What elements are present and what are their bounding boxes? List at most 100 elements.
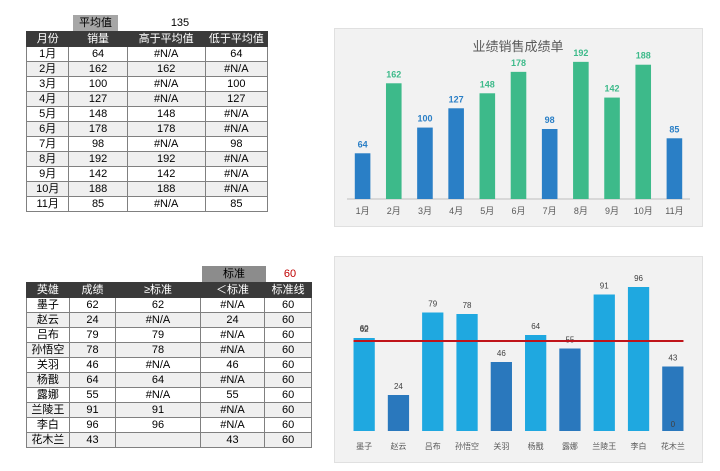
- table-cell[interactable]: 9月: [25, 166, 70, 182]
- table-cell[interactable]: 60: [264, 432, 312, 448]
- table-cell[interactable]: 64: [115, 372, 201, 388]
- avg-label-cell[interactable]: 平均值: [73, 15, 118, 31]
- table-cell[interactable]: 162: [126, 61, 206, 77]
- table-cell[interactable]: 96: [115, 417, 201, 433]
- table-cell[interactable]: 11月: [25, 196, 70, 212]
- table-cell[interactable]: 60: [264, 327, 312, 343]
- score-chart-panel[interactable]: 62墨子24赵云79吕布78孙悟空46关羽64杨戬55露娜91兰陵王96李白43…: [334, 256, 703, 463]
- table-cell[interactable]: [115, 432, 201, 448]
- table-cell[interactable]: 露娜: [26, 387, 70, 403]
- table-cell[interactable]: 98: [204, 136, 269, 152]
- table-cell[interactable]: 100: [204, 76, 269, 92]
- table-cell[interactable]: 178: [68, 121, 128, 137]
- table-cell[interactable]: 6月: [25, 121, 70, 137]
- column-header[interactable]: 月份: [25, 31, 70, 47]
- table-cell[interactable]: 3月: [25, 76, 70, 92]
- table-cell[interactable]: #N/A: [204, 106, 269, 122]
- table-cell[interactable]: 100: [68, 76, 128, 92]
- table-cell[interactable]: 142: [68, 166, 128, 182]
- table-cell[interactable]: 162: [68, 61, 128, 77]
- table-cell[interactable]: #N/A: [204, 151, 269, 167]
- std-label-cell[interactable]: 标准: [202, 266, 266, 282]
- table-cell[interactable]: 10月: [25, 181, 70, 197]
- column-header[interactable]: 标准线: [264, 282, 312, 298]
- column-header[interactable]: ＜标准: [199, 282, 266, 298]
- table-cell[interactable]: 60: [264, 297, 312, 313]
- table-cell[interactable]: 李白: [26, 417, 70, 433]
- table-cell[interactable]: #N/A: [126, 91, 206, 107]
- table-cell[interactable]: 64: [68, 46, 128, 62]
- table-cell[interactable]: #N/A: [115, 357, 201, 373]
- table-cell[interactable]: 墨子: [26, 297, 70, 313]
- table-cell[interactable]: 60: [264, 312, 312, 328]
- table-cell[interactable]: 148: [126, 106, 206, 122]
- table-cell[interactable]: 64: [204, 46, 269, 62]
- table-cell[interactable]: 85: [68, 196, 128, 212]
- table-cell[interactable]: 24: [68, 312, 117, 328]
- table-cell[interactable]: #N/A: [204, 166, 269, 182]
- table-cell[interactable]: 85: [204, 196, 269, 212]
- column-header[interactable]: 低于平均值: [204, 31, 269, 47]
- table-cell[interactable]: #N/A: [199, 417, 266, 433]
- table-cell[interactable]: 188: [126, 181, 206, 197]
- table-cell[interactable]: 127: [204, 91, 269, 107]
- table-cell[interactable]: 花木兰: [26, 432, 70, 448]
- table-cell[interactable]: 188: [68, 181, 128, 197]
- table-cell[interactable]: #N/A: [199, 402, 266, 418]
- column-header[interactable]: 成绩: [68, 282, 117, 298]
- table-cell[interactable]: 5月: [25, 106, 70, 122]
- table-cell[interactable]: 8月: [25, 151, 70, 167]
- table-cell[interactable]: #N/A: [204, 121, 269, 137]
- table-cell[interactable]: 7月: [25, 136, 70, 152]
- std-value-cell[interactable]: 60: [283, 268, 297, 280]
- table-cell[interactable]: #N/A: [126, 76, 206, 92]
- table-cell[interactable]: 60: [264, 357, 312, 373]
- column-header[interactable]: ≥标准: [115, 282, 201, 298]
- table-cell[interactable]: 43: [68, 432, 117, 448]
- table-cell[interactable]: 60: [264, 372, 312, 388]
- table-cell[interactable]: 79: [68, 327, 117, 343]
- table-cell[interactable]: 55: [68, 387, 117, 403]
- table-cell[interactable]: 78: [115, 342, 201, 358]
- table-cell[interactable]: #N/A: [115, 387, 201, 403]
- table-cell[interactable]: 96: [68, 417, 117, 433]
- table-cell[interactable]: #N/A: [115, 312, 201, 328]
- table-cell[interactable]: 24: [199, 312, 266, 328]
- table-cell[interactable]: 1月: [25, 46, 70, 62]
- table-cell[interactable]: 60: [264, 417, 312, 433]
- avg-value-cell[interactable]: 135: [170, 17, 190, 29]
- table-cell[interactable]: 46: [68, 357, 117, 373]
- table-cell[interactable]: 192: [68, 151, 128, 167]
- table-cell[interactable]: #N/A: [126, 46, 206, 62]
- table-cell[interactable]: 64: [68, 372, 117, 388]
- table-cell[interactable]: #N/A: [199, 372, 266, 388]
- table-cell[interactable]: 关羽: [26, 357, 70, 373]
- table-cell[interactable]: 杨戬: [26, 372, 70, 388]
- table-cell[interactable]: #N/A: [204, 181, 269, 197]
- table-cell[interactable]: 192: [126, 151, 206, 167]
- table-cell[interactable]: #N/A: [204, 61, 269, 77]
- table-cell[interactable]: 43: [199, 432, 266, 448]
- table-cell[interactable]: 55: [199, 387, 266, 403]
- table-cell[interactable]: 62: [115, 297, 201, 313]
- table-cell[interactable]: 142: [126, 166, 206, 182]
- table-cell[interactable]: 91: [115, 402, 201, 418]
- table-cell[interactable]: #N/A: [126, 136, 206, 152]
- table-cell[interactable]: 178: [126, 121, 206, 137]
- table-cell[interactable]: #N/A: [126, 196, 206, 212]
- table-cell[interactable]: 4月: [25, 91, 70, 107]
- table-cell[interactable]: 62: [68, 297, 117, 313]
- table-cell[interactable]: 79: [115, 327, 201, 343]
- table-cell[interactable]: #N/A: [199, 327, 266, 343]
- sales-chart-panel[interactable]: 业绩销售成绩单 64 1月 162 2月 100 3月 127 4月 148 5月 178 6月 98 7月…: [334, 28, 703, 227]
- column-header[interactable]: 销量: [68, 31, 128, 47]
- table-cell[interactable]: 吕布: [26, 327, 70, 343]
- table-cell[interactable]: #N/A: [199, 342, 266, 358]
- table-cell[interactable]: 60: [264, 387, 312, 403]
- table-cell[interactable]: 127: [68, 91, 128, 107]
- table-cell[interactable]: 98: [68, 136, 128, 152]
- table-cell[interactable]: 孙悟空: [26, 342, 70, 358]
- table-cell[interactable]: 2月: [25, 61, 70, 77]
- table-cell[interactable]: 46: [199, 357, 266, 373]
- column-header[interactable]: 英雄: [26, 282, 70, 298]
